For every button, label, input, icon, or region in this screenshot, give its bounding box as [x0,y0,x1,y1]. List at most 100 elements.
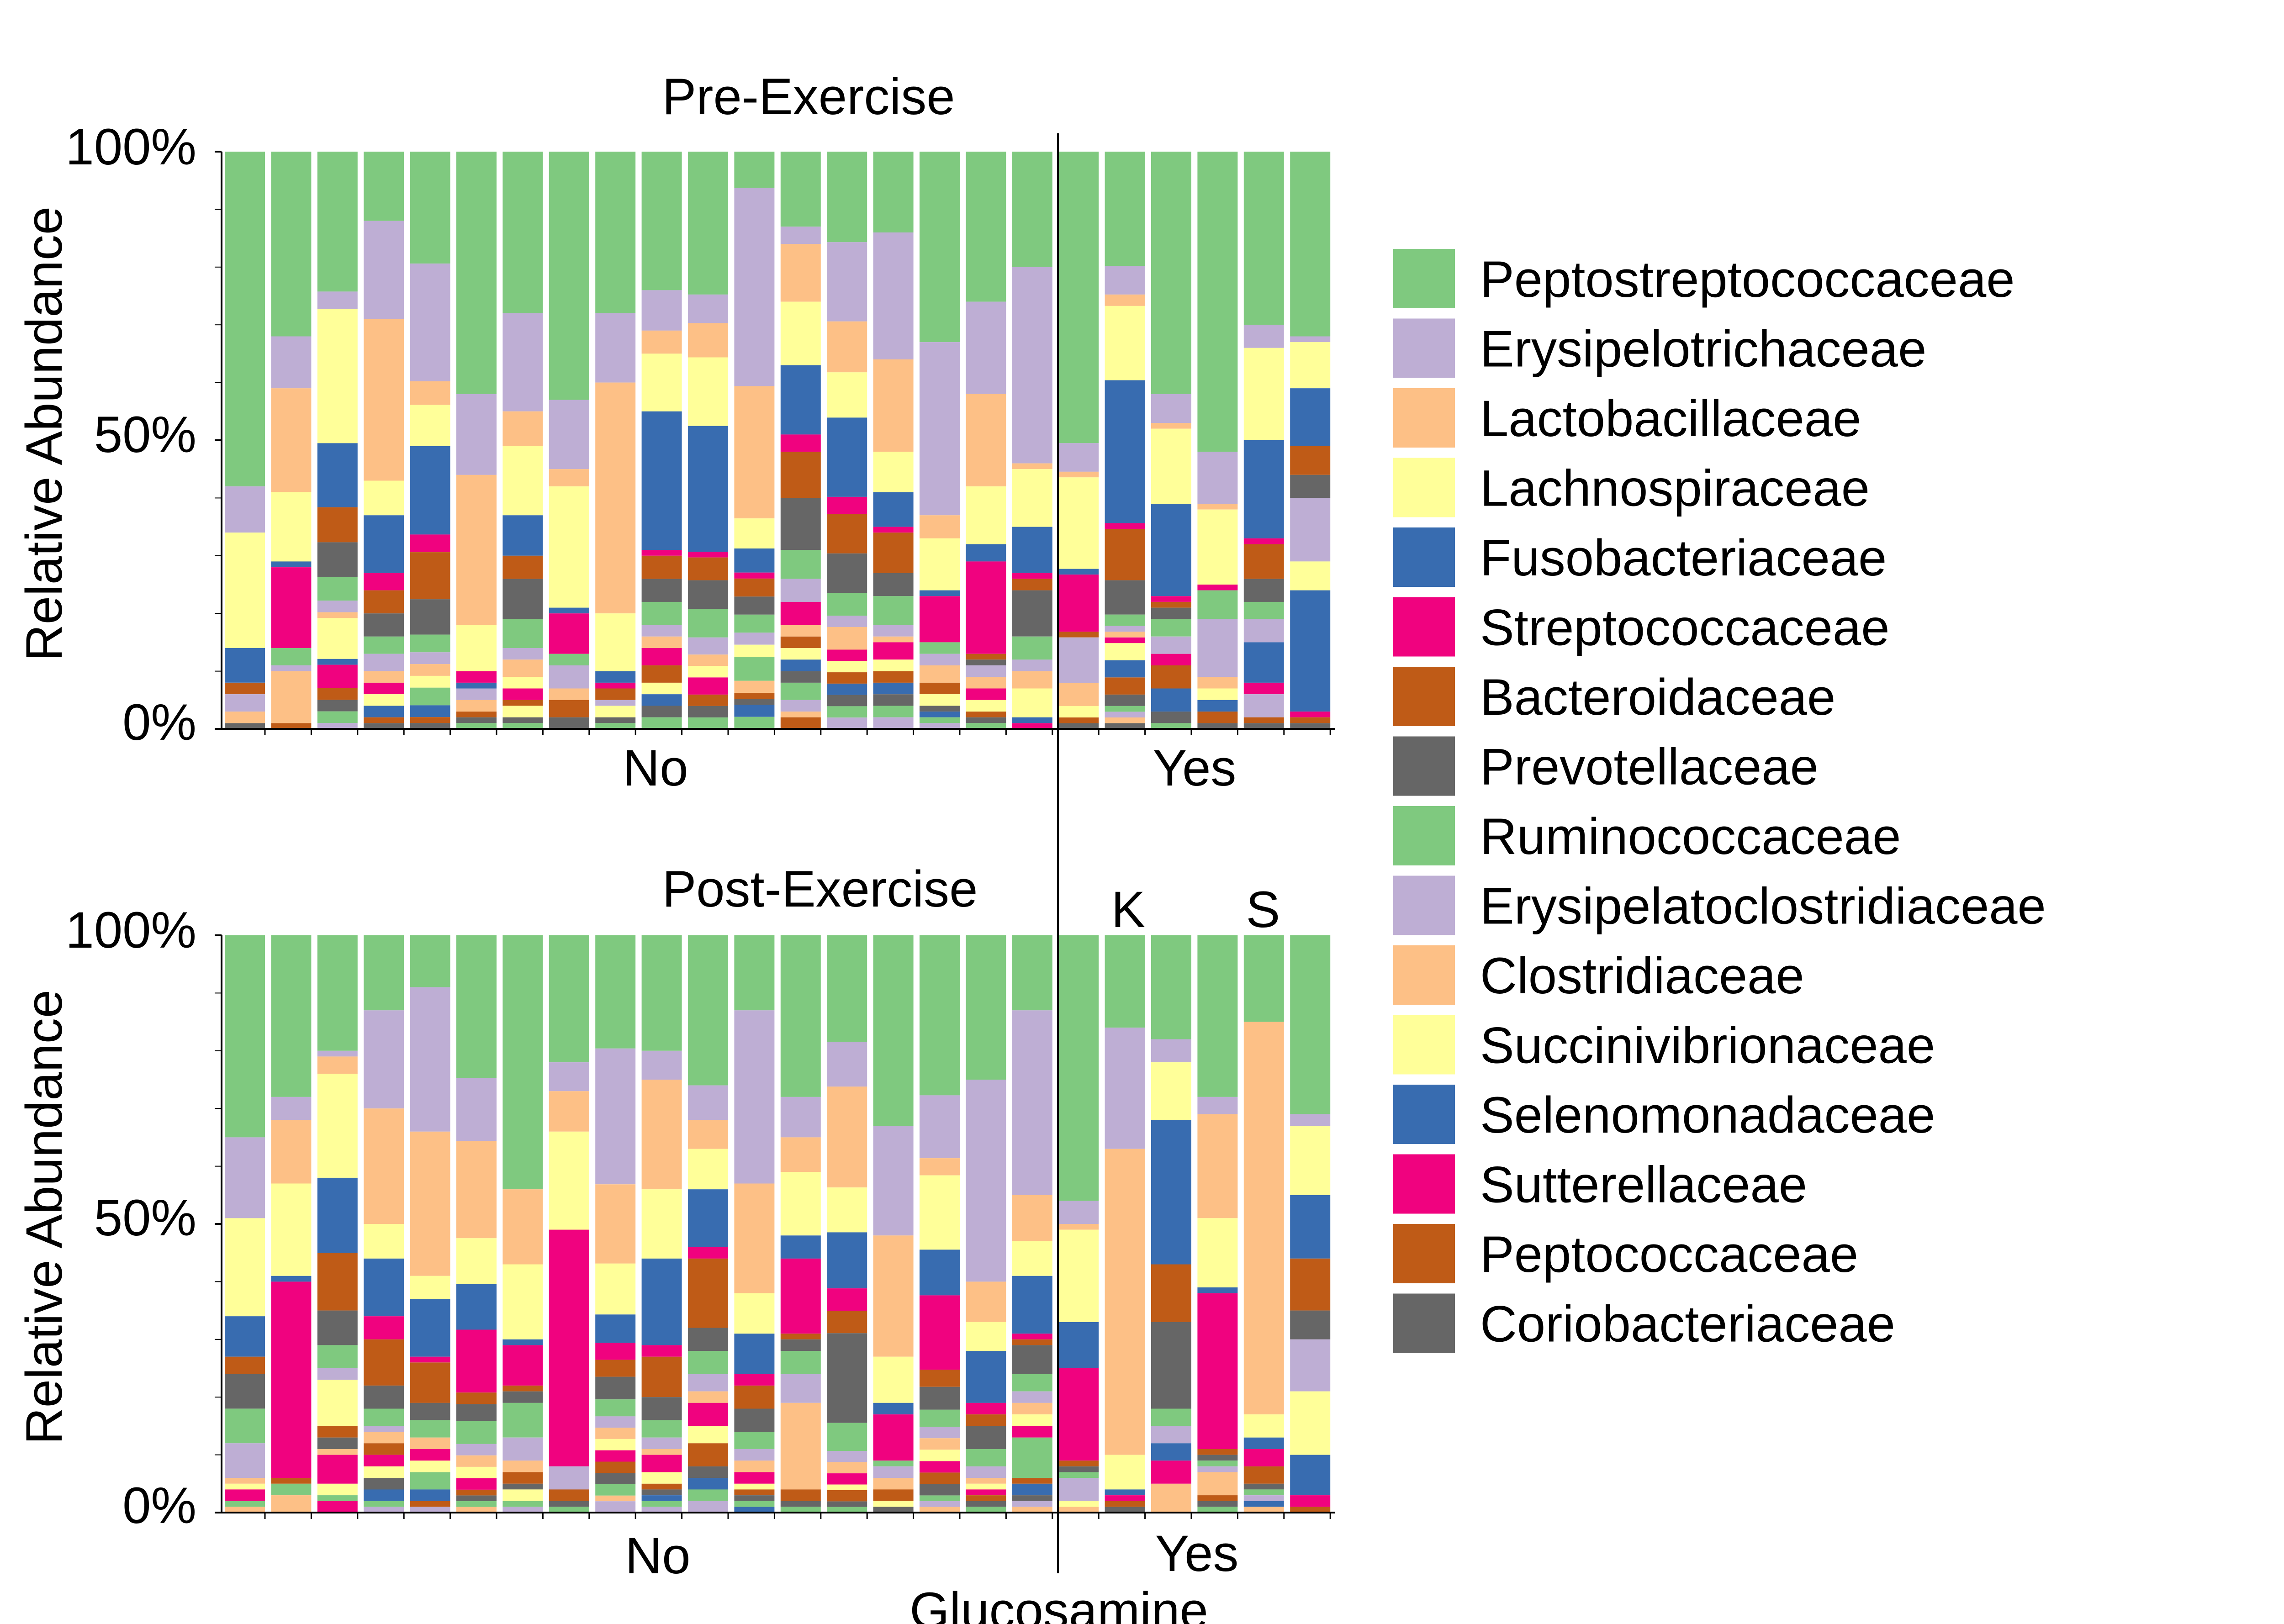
bar-segment-s12-13 [734,1483,775,1490]
bar-segment-s14-5 [827,417,867,497]
bar-segment-s6-16 [456,1501,497,1507]
bar-segment-s3-15 [317,711,358,723]
bar-segment-s13-11 [780,1403,821,1490]
bar-segment-s6-11 [456,723,497,729]
bar-segment-s5-14 [410,705,450,717]
bar-segment-s17-4 [966,1322,1006,1351]
bar-segment-s15-9 [873,596,914,625]
bar-segment-s19-12 [1058,723,1099,729]
bar-segment-s15-6 [873,527,914,533]
legend-label: Lachnospiraceae [1480,460,1870,517]
bar-segment-s22-2 [1197,452,1238,504]
bar-segment-s2-1 [271,152,312,337]
bar-segment-s17-6 [966,1403,1006,1415]
bar-segment-s1-4 [225,1316,265,1357]
bar-segment-s5-8 [410,599,450,635]
y-axis-label: Relative Abundance [16,206,73,661]
legend-label: Clostridiaceae [1480,947,1804,1004]
bar-segment-s10-2 [641,1050,682,1080]
bar-segment-s13-14 [780,1507,821,1513]
bar-segment-s16-2 [920,1095,960,1159]
bar-segment-s5-15 [410,1501,450,1507]
annotation-s: S [1246,881,1280,938]
bar-segment-s12-13 [734,680,775,693]
bar-segment-s24-8 [1290,561,1331,591]
bar-segment-s5-16 [410,723,450,729]
bar-segment-s24-12 [1290,723,1331,729]
bar-segment-s14-7 [827,514,867,554]
bar-segment-s18-3 [1012,463,1052,469]
bar-segment-s2-6 [271,1281,312,1478]
bar-segment-s5-13 [410,1472,450,1490]
bar-segment-s13-1 [780,935,821,1097]
bar-segment-s11-17 [688,1489,728,1501]
bar-segment-s23-9 [1243,1495,1284,1501]
bar-segment-s10-5 [641,411,682,550]
bar-segment-s4-10 [364,1426,404,1432]
bar-segment-s7-6 [502,555,543,579]
bar-segment-s16-4 [920,1175,960,1250]
bar-segment-s13-7 [780,1334,821,1339]
bar-segment-s21-4 [1151,1120,1191,1265]
bar-segment-s1-11 [225,1489,265,1501]
bar-segment-s12-14 [734,693,775,699]
bar-segment-s10-7 [641,1356,682,1397]
bar-segment-s4-4 [364,1224,404,1259]
bar-segment-s4-15 [364,1478,404,1490]
bar-segment-s24-1 [1290,935,1331,1114]
legend: Peptostreptococcaceae Erysipelotrichaceae… [1393,249,2046,1353]
bar-segment-s10-14 [641,1483,682,1490]
bar-segment-s12-9 [734,1432,775,1449]
bar-segment-s14-3 [827,321,867,373]
bar-segment-s13-6 [780,434,821,452]
bar-segment-s18-8 [1012,1345,1052,1374]
bar-segment-s20-6 [1105,523,1145,529]
bar-segment-s4-16 [364,723,404,729]
bar-segment-s11-4 [688,357,728,426]
bar-segment-s20-19 [1105,717,1145,723]
bar-segment-s1-5 [225,1356,265,1374]
bar-segment-s18-3 [1012,1195,1052,1241]
bar-segment-s22-5 [1197,1287,1238,1293]
bar-segment-s11-13 [688,677,728,695]
bar-segment-s1-9 [225,1478,265,1484]
bar-segment-s3-8 [317,601,358,612]
bar-segment-s23-6 [1243,1466,1284,1484]
bar-segment-s5-7 [410,552,450,600]
bar-segment-s24-4 [1290,388,1331,446]
bar-segment-s7-12 [502,688,543,700]
bar-segment-s14-4 [827,372,867,418]
y-axis-ticks [215,151,1331,735]
bar-segment-s11-3 [688,1120,728,1149]
bar-segment-s7-1 [502,152,543,313]
bar-segment-s16-6 [920,1295,960,1370]
bar-segment-s12-4 [734,1293,775,1334]
bar-segment-s10-4 [641,1189,682,1259]
bar-segment-s10-15 [641,1489,682,1495]
bar-segment-s24-2 [1290,336,1331,343]
bar-stack-area [225,935,1331,1513]
bar-segment-s1-6 [225,694,265,712]
bar-segment-s11-13 [688,1426,728,1444]
bar-segment-s18-2 [1012,1010,1052,1195]
legend-swatch [1393,388,1455,448]
bar-segment-s14-8 [827,553,867,593]
bar-segment-s3-3 [317,309,358,443]
bar-segment-s9-9 [595,1399,636,1417]
bar-segment-s10-4 [641,353,682,411]
bar-segment-s15-7 [873,533,914,573]
bar-segment-s12-15 [734,1495,775,1501]
bar-segment-s12-5 [734,548,775,573]
legend-label: Coriobacteriaceae [1480,1296,1895,1353]
bar-segment-s20-2 [1105,266,1145,295]
post-exercise-panel: Post-Exercise Relative Abundance 0% 50% … [16,860,1335,1584]
bar-segment-s8-8 [549,665,589,689]
bar-segment-s22-4 [1197,509,1238,585]
bar-segment-s20-20 [1105,723,1145,729]
bar-segment-s12-17 [734,1507,775,1513]
bar-segment-s10-9 [641,601,682,625]
legend-swatch [1393,945,1455,1005]
bar-segment-s16-11 [920,694,960,706]
bar-segment-s20-11 [1105,632,1145,638]
